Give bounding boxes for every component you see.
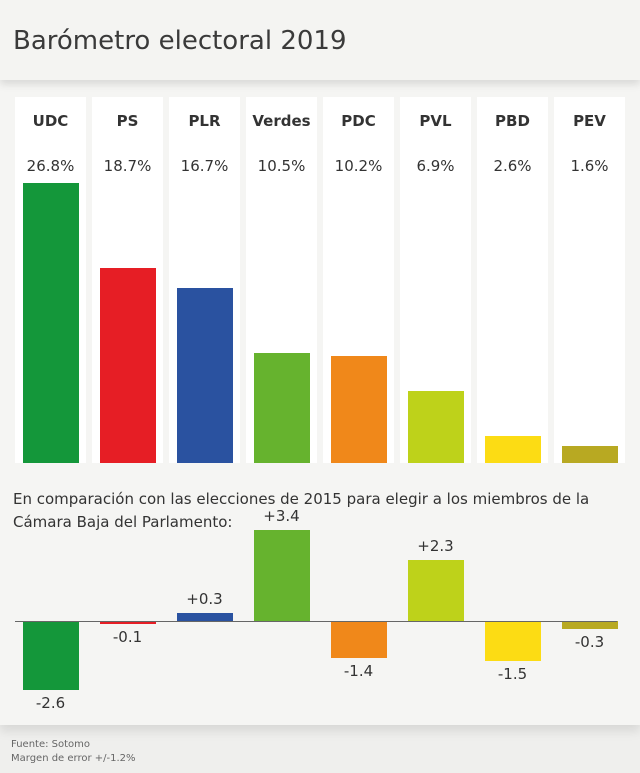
vote-share-bar: [254, 353, 310, 463]
vote-share-label: 16.7%: [180, 157, 229, 175]
party-name: PDC: [341, 112, 376, 130]
change-label: -2.6: [35, 694, 66, 713]
change-bar: [23, 621, 79, 691]
change-label: +0.3: [186, 589, 223, 608]
change-label: -0.1: [112, 628, 143, 646]
vote-share-label: 2.6%: [493, 157, 532, 175]
party-name: Verdes: [252, 112, 311, 130]
vote-share-label: 6.9%: [416, 157, 455, 175]
change-bar: [408, 559, 464, 621]
party-name: PBD: [495, 112, 530, 130]
footer: Fuente: Sotomo Margen de error +/-1.2%: [11, 738, 136, 766]
change-bar: [331, 621, 387, 659]
party-name: PLR: [188, 112, 221, 130]
vote-share-bar: [23, 182, 79, 463]
party-name: PEV: [573, 112, 606, 130]
vote-share-bar: [562, 446, 618, 463]
comparison-subtitle: En comparación con las elecciones de 201…: [13, 490, 590, 531]
change-label: -1.4: [343, 662, 374, 681]
vote-share-label: 26.8%: [26, 157, 75, 175]
change-label: +3.4: [263, 507, 300, 526]
party-name: PVL: [419, 112, 452, 130]
header: Barómetro electoral 2019: [0, 0, 640, 80]
vote-share-bar: [177, 288, 233, 463]
vote-share-bar: [408, 390, 464, 463]
change-bar: [100, 621, 156, 624]
chart-title: Barómetro electoral 2019: [13, 26, 347, 56]
change-bar: [254, 530, 310, 621]
party-name: UDC: [32, 112, 69, 130]
change-label: -0.3: [574, 633, 605, 651]
change-bar: [562, 621, 618, 629]
change-label: -1.5: [497, 665, 528, 684]
party-name: PS: [116, 112, 139, 130]
change-bar: [485, 621, 541, 662]
vote-share-bar: [100, 267, 156, 463]
change-bar: [177, 612, 233, 621]
vote-share-label: 1.6%: [570, 157, 609, 175]
party-column: [554, 97, 625, 463]
party-column: [477, 97, 548, 463]
vote-share-label: 10.2%: [334, 157, 383, 175]
source-note: Fuente: Sotomo: [11, 739, 91, 750]
vote-share-bar: [485, 435, 541, 463]
vote-share-bar: [331, 356, 387, 463]
vote-share-label: 10.5%: [257, 157, 306, 175]
vote-share-label: 18.7%: [103, 157, 152, 175]
zero-line: [15, 621, 617, 622]
change-label: +2.3: [417, 536, 454, 555]
margin-note: Margen de error +/-1.2%: [11, 753, 136, 764]
